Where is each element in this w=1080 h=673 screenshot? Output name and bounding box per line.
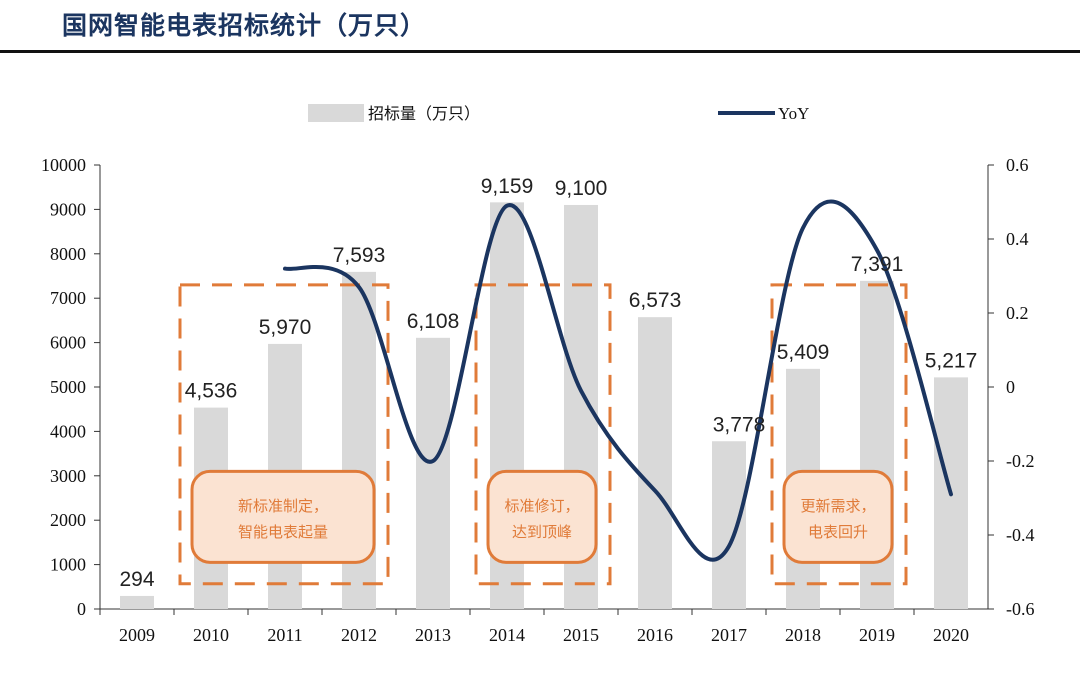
bar-value-label-2010: 4,536	[185, 380, 238, 403]
left-tick-label: 4000	[50, 421, 86, 441]
x-tick-label: 2011	[267, 625, 302, 645]
right-tick-label: -0.4	[1006, 525, 1035, 545]
x-tick-label: 2020	[933, 625, 969, 645]
bar-value-label-2017: 3,778	[713, 413, 766, 436]
left-tick-label: 0	[77, 599, 86, 619]
bar-value-label-2011: 5,970	[259, 316, 312, 339]
annotation-text: 更新需求，	[800, 497, 875, 515]
plot-area: 0 1000 2000 3000 4000 5000 6000 7000 8000 9000 100…	[41, 155, 1035, 645]
bar-value-label-2016: 6,573	[629, 289, 682, 312]
left-tick-label: 6000	[50, 333, 86, 353]
left-tick-label: 8000	[50, 244, 86, 264]
annotation-note-2	[486, 469, 598, 564]
page-title: 国网智能电表招标统计（万只）	[62, 11, 427, 40]
legend-line-label: YoY	[778, 104, 809, 123]
left-tick-label: 9000	[50, 199, 86, 219]
bar-value-label-2013: 6,108	[407, 310, 460, 333]
annotation-text: 电表回升	[808, 523, 868, 541]
left-tick-label: 1000	[50, 555, 86, 575]
bar-value-label-2012: 7,593	[333, 244, 386, 267]
annotation-text: 达到顶峰	[512, 523, 572, 541]
right-tick-label: -0.6	[1006, 599, 1035, 619]
x-tick-label: 2013	[415, 625, 451, 645]
annotation-text: 新标准制定，	[238, 497, 328, 515]
bar-value-label-2020: 5,217	[925, 349, 978, 372]
right-tick-label: 0	[1006, 377, 1015, 397]
right-tick-label: 0.4	[1006, 229, 1029, 249]
x-tick-label: 2017	[711, 625, 747, 645]
bar-2016	[638, 317, 672, 609]
annotation-box-2	[474, 283, 612, 586]
x-tick-label: 2016	[637, 625, 673, 645]
annotation-text: 标准修订，	[504, 497, 579, 515]
annotation-box-1	[178, 283, 390, 586]
x-tick-label: 2012	[341, 625, 377, 645]
x-tick-label: 2018	[785, 625, 821, 645]
bar-2017	[712, 441, 746, 609]
annotation-text: 智能电表起量	[238, 523, 328, 541]
annotation-note-1	[190, 469, 376, 564]
legend: 招标量（万只） YoY	[308, 104, 809, 123]
bar-value-label-2015: 9,100	[555, 177, 608, 200]
bar-2013	[416, 337, 450, 609]
left-tick-label: 3000	[50, 466, 86, 486]
bar-value-label-2014: 9,159	[481, 175, 534, 198]
x-tick-label: 2019	[859, 625, 895, 645]
left-tick-label: 2000	[50, 510, 86, 530]
x-tick-label: 2010	[193, 625, 229, 645]
bar-value-label-2018: 5,409	[777, 341, 830, 364]
annotation-note-3	[782, 469, 894, 564]
bar-value-label-2009: 294	[119, 568, 154, 591]
right-tick-label: 0.6	[1006, 155, 1029, 175]
x-tick-label: 2015	[563, 625, 599, 645]
bar-2009	[120, 595, 154, 609]
legend-bar-swatch	[308, 104, 364, 122]
yoy-line	[283, 199, 953, 562]
title-divider	[0, 50, 1080, 53]
left-tick-label: 10000	[41, 155, 86, 175]
bar-value-label-2019: 7,391	[851, 253, 904, 276]
left-tick-label: 7000	[50, 288, 86, 308]
legend-bar-label: 招标量（万只）	[368, 104, 480, 123]
annotation-box-3	[770, 283, 908, 586]
left-tick-label: 5000	[50, 377, 86, 397]
right-tick-label: -0.2	[1006, 451, 1035, 471]
x-tick-label: 2009	[119, 625, 155, 645]
x-tick-label: 2014	[489, 625, 525, 645]
right-tick-label: 0.2	[1006, 303, 1029, 323]
